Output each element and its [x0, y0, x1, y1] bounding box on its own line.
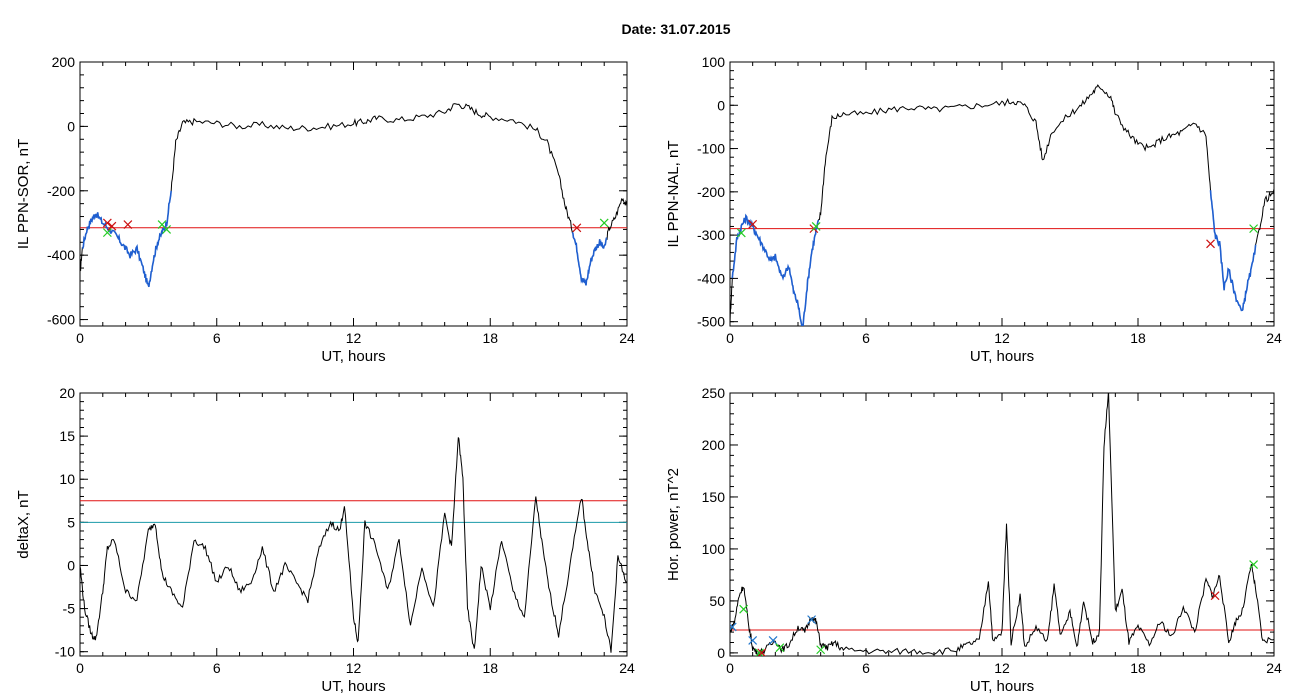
event-marker [755, 648, 764, 656]
highlight-segment [731, 213, 820, 326]
y-tick-label: 0 [67, 557, 75, 573]
x-tick-label: 24 [619, 330, 635, 346]
y-tick-label: 100 [702, 541, 726, 557]
event-marker [757, 648, 767, 656]
y-tick-label: 150 [702, 489, 726, 505]
x-tick-label: 0 [726, 330, 734, 346]
y-tick-label: 0 [717, 645, 725, 661]
y-tick-label: 5 [67, 514, 75, 530]
y-axis-label: deltaX, nT [15, 490, 32, 558]
event-marker [739, 604, 749, 614]
event-marker [102, 218, 112, 228]
event-marker [599, 218, 609, 228]
y-tick-label: 10 [59, 471, 75, 487]
data-area [80, 103, 627, 288]
y-tick-label: -600 [47, 312, 75, 328]
highlight-segment [82, 190, 172, 288]
chart-panel-1: 0 6 12 18 24 200 0 -200 -400 -600 UT, hours IL PPN-… [15, 54, 635, 365]
y-axis-label: IL PPN-NAL, nT [665, 141, 682, 248]
x-tick-label: 0 [726, 660, 734, 676]
event-marker [102, 228, 112, 238]
event-marker [816, 645, 826, 655]
y-axis-label: IL PPN-SOR, nT [15, 139, 32, 249]
event-marker [807, 615, 817, 625]
series-line [730, 84, 1274, 326]
x-axis-label: UT, hours [970, 348, 1034, 365]
event-marker [748, 219, 758, 229]
y-tick-label: 100 [702, 54, 726, 70]
y-tick-label: -5 [63, 601, 76, 617]
x-tick-label: 18 [482, 660, 498, 676]
x-tick-label: 6 [213, 660, 221, 676]
event-marker [1206, 239, 1215, 249]
y-tick-label: 0 [717, 97, 725, 113]
x-tick-label: 6 [862, 660, 870, 676]
event-marker [123, 220, 133, 230]
x-tick-label: 24 [1266, 330, 1282, 346]
series-line [80, 437, 627, 653]
x-tick-label: 18 [1130, 660, 1146, 676]
y-axis-label: Hor. power, nT^2 [665, 468, 682, 581]
event-marker [748, 635, 758, 645]
y-tick-label: -10 [55, 644, 75, 660]
x-tick-label: 12 [346, 330, 362, 346]
figure-title: Date: 31.07.2015 [622, 21, 731, 37]
series-line [80, 103, 627, 287]
x-tick-label: 24 [1266, 660, 1282, 676]
y-tick-label: -200 [47, 183, 75, 199]
x-tick-label: 12 [994, 660, 1010, 676]
y-tick-label: -400 [47, 247, 75, 263]
x-tick-label: 18 [1130, 330, 1146, 346]
x-tick-label: 12 [346, 660, 362, 676]
data-area [730, 84, 1274, 326]
y-tick-label: 250 [702, 385, 726, 401]
y-tick-label: -200 [697, 184, 725, 200]
chart-panel-3: 0 6 12 18 24 20 15 10 5 0 -5 -10 UT, hours deltaX, nT [15, 385, 635, 695]
data-area [80, 437, 627, 653]
x-tick-label: 0 [76, 330, 84, 346]
x-tick-label: 6 [213, 330, 221, 346]
highlight-segment [1209, 190, 1257, 312]
y-tick-label: 20 [59, 385, 75, 401]
x-tick-label: 6 [862, 330, 870, 346]
y-tick-label: -500 [697, 314, 725, 330]
event-marker [811, 222, 821, 231]
y-tick-label: 0 [67, 118, 75, 134]
x-tick-label: 24 [619, 660, 635, 676]
plot-frame [79, 61, 628, 327]
y-tick-label: -300 [697, 227, 725, 243]
x-axis-label: UT, hours [321, 678, 385, 695]
event-marker [162, 224, 172, 234]
x-tick-label: 0 [76, 660, 84, 676]
y-tick-label: -100 [697, 141, 725, 157]
series-line [730, 393, 1274, 656]
x-tick-label: 12 [994, 330, 1010, 346]
y-tick-label: 200 [702, 437, 726, 453]
event-marker [768, 635, 778, 645]
event-marker [736, 228, 746, 238]
y-tick-label: 15 [59, 428, 75, 444]
event-marker [1249, 560, 1259, 569]
event-marker [730, 622, 737, 632]
event-marker [1210, 591, 1220, 601]
data-area [730, 393, 1274, 656]
x-axis-label: UT, hours [970, 678, 1034, 695]
event-marker [572, 223, 582, 233]
highlight-segment [571, 231, 608, 286]
event-marker [1249, 224, 1259, 234]
x-axis-label: UT, hours [321, 348, 385, 365]
y-tick-label: 50 [709, 593, 725, 609]
plot-frame [729, 392, 1275, 657]
chart-panel-2: 0 6 12 18 24 100 0 -100 -200 -300 -400 -500 UT, hour… [665, 54, 1282, 365]
chart-panel-4: 0 6 12 18 24 250 200 150 100 50 0 UT, hours Hor. pow… [665, 385, 1282, 695]
event-marker [775, 643, 785, 653]
y-tick-label: -400 [697, 270, 725, 286]
event-marker [107, 221, 117, 231]
x-tick-label: 18 [482, 330, 498, 346]
y-tick-label: 200 [52, 54, 76, 70]
